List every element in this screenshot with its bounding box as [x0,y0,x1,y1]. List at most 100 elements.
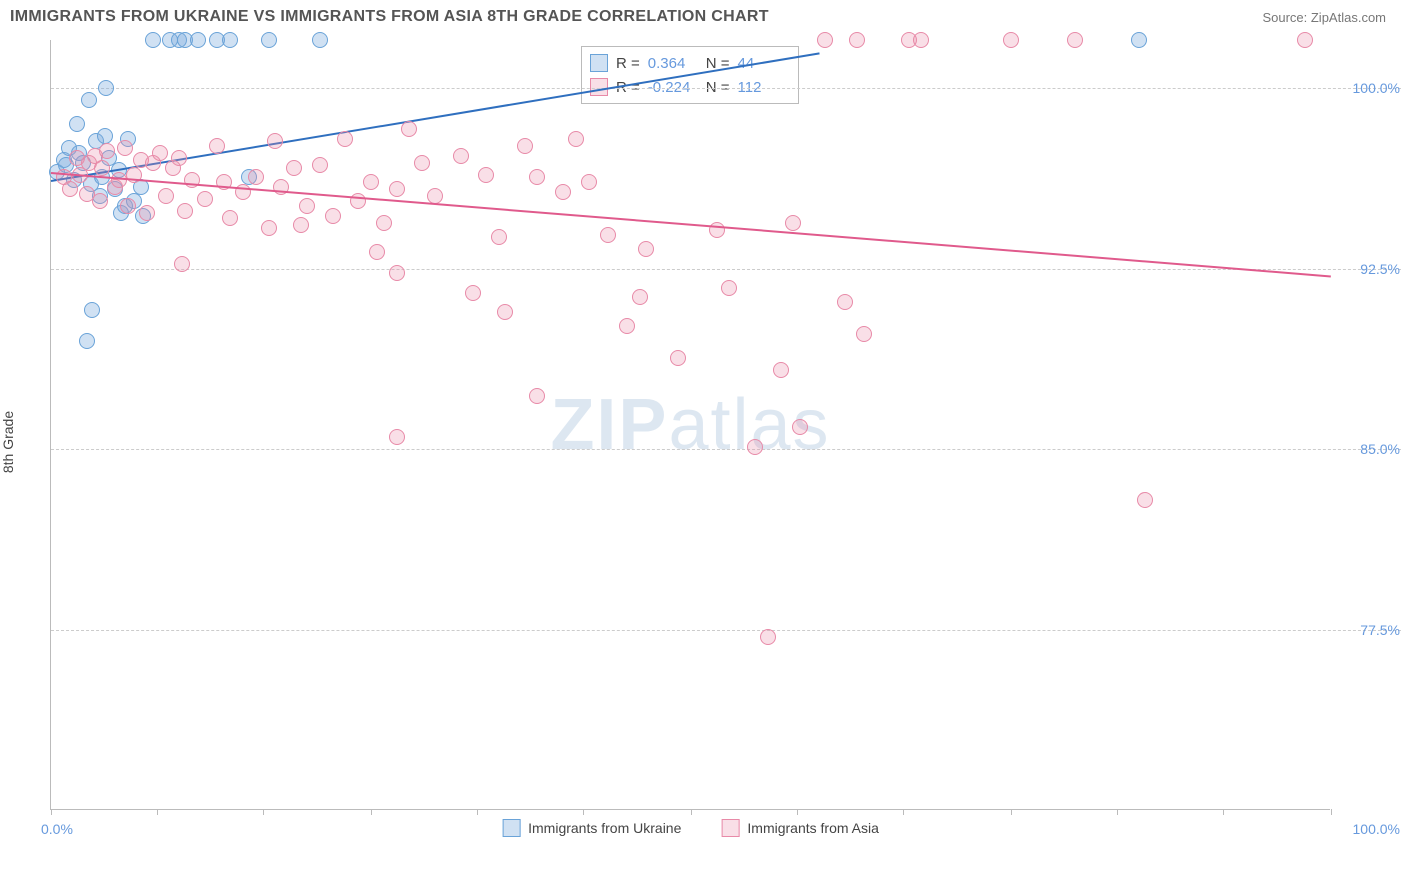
header: IMMIGRANTS FROM UKRAINE VS IMMIGRANTS FR… [0,0,1406,32]
data-point [337,131,353,147]
data-point [222,210,238,226]
legend-swatch [502,819,520,837]
data-point [81,92,97,108]
x-axis-min-label: 0.0% [41,821,73,837]
data-point [785,215,801,231]
data-point [84,302,100,318]
data-point [261,220,277,236]
data-point [197,191,213,207]
y-axis-label: 8th Grade [0,411,16,473]
data-point [638,241,654,257]
data-point [139,205,155,221]
x-tick [1117,809,1118,815]
legend-swatch [590,54,608,72]
x-tick [691,809,692,815]
data-point [99,143,115,159]
data-point [312,157,328,173]
plot-area: ZIPatlas 0.0% 100.0% Immigrants from Ukr… [50,40,1330,810]
data-point [120,198,136,214]
data-point [389,181,405,197]
data-point [1131,32,1147,48]
data-point [792,419,808,435]
data-point [286,160,302,176]
data-point [209,138,225,154]
data-point [619,318,635,334]
data-point [600,227,616,243]
data-point [517,138,533,154]
x-tick [1331,809,1332,815]
data-point [837,294,853,310]
data-point [670,350,686,366]
data-point [145,32,161,48]
data-point [92,193,108,209]
y-tick-label: 85.0% [1340,441,1400,457]
data-point [267,133,283,149]
data-point [248,169,264,185]
gridline [51,630,1401,631]
data-point [79,333,95,349]
data-point [389,265,405,281]
legend-swatch [721,819,739,837]
data-point [389,429,405,445]
y-tick-label: 92.5% [1340,261,1400,277]
data-point [497,304,513,320]
data-point [568,131,584,147]
data-point [363,174,379,190]
data-point [261,32,277,48]
data-point [856,326,872,342]
data-point [529,169,545,185]
data-point [529,388,545,404]
data-point [376,215,392,231]
x-tick [583,809,584,815]
data-point [369,244,385,260]
data-point [98,80,114,96]
data-point [1003,32,1019,48]
data-point [414,155,430,171]
y-tick-label: 100.0% [1340,80,1400,96]
data-point [555,184,571,200]
r-value: 0.364 [648,55,698,72]
data-point [760,629,776,645]
data-point [174,256,190,272]
data-point [849,32,865,48]
x-tick [903,809,904,815]
y-tick-label: 77.5% [1340,622,1400,638]
data-point [721,280,737,296]
data-point [94,160,110,176]
x-axis-max-label: 100.0% [1353,821,1400,837]
chart-container: 8th Grade ZIPatlas 0.0% 100.0% Immigrant… [0,32,1406,852]
n-value: 112 [738,79,788,96]
x-tick [1223,809,1224,815]
x-tick [51,809,52,815]
gridline [51,88,1401,89]
data-point [190,32,206,48]
x-tick [477,809,478,815]
data-point [235,184,251,200]
x-tick [1011,809,1012,815]
legend-item: Immigrants from Asia [721,819,878,837]
n-label: N = [706,79,730,96]
legend-label: Immigrants from Asia [747,820,878,836]
data-point [632,289,648,305]
legend-label: Immigrants from Ukraine [528,820,681,836]
data-point [325,208,341,224]
data-point [293,217,309,233]
r-label: R = [616,55,640,72]
data-point [222,32,238,48]
data-point [478,167,494,183]
watermark: ZIPatlas [550,384,830,466]
data-point [299,198,315,214]
data-point [177,203,193,219]
data-point [465,285,481,301]
data-point [1297,32,1313,48]
legend-item: Immigrants from Ukraine [502,819,681,837]
data-point [62,181,78,197]
source-attribution: Source: ZipAtlas.com [1262,10,1386,25]
x-tick [797,809,798,815]
data-point [453,148,469,164]
data-point [117,140,133,156]
chart-title: IMMIGRANTS FROM UKRAINE VS IMMIGRANTS FR… [10,8,769,26]
trendline [51,172,1331,277]
data-point [171,150,187,166]
data-point [1067,32,1083,48]
